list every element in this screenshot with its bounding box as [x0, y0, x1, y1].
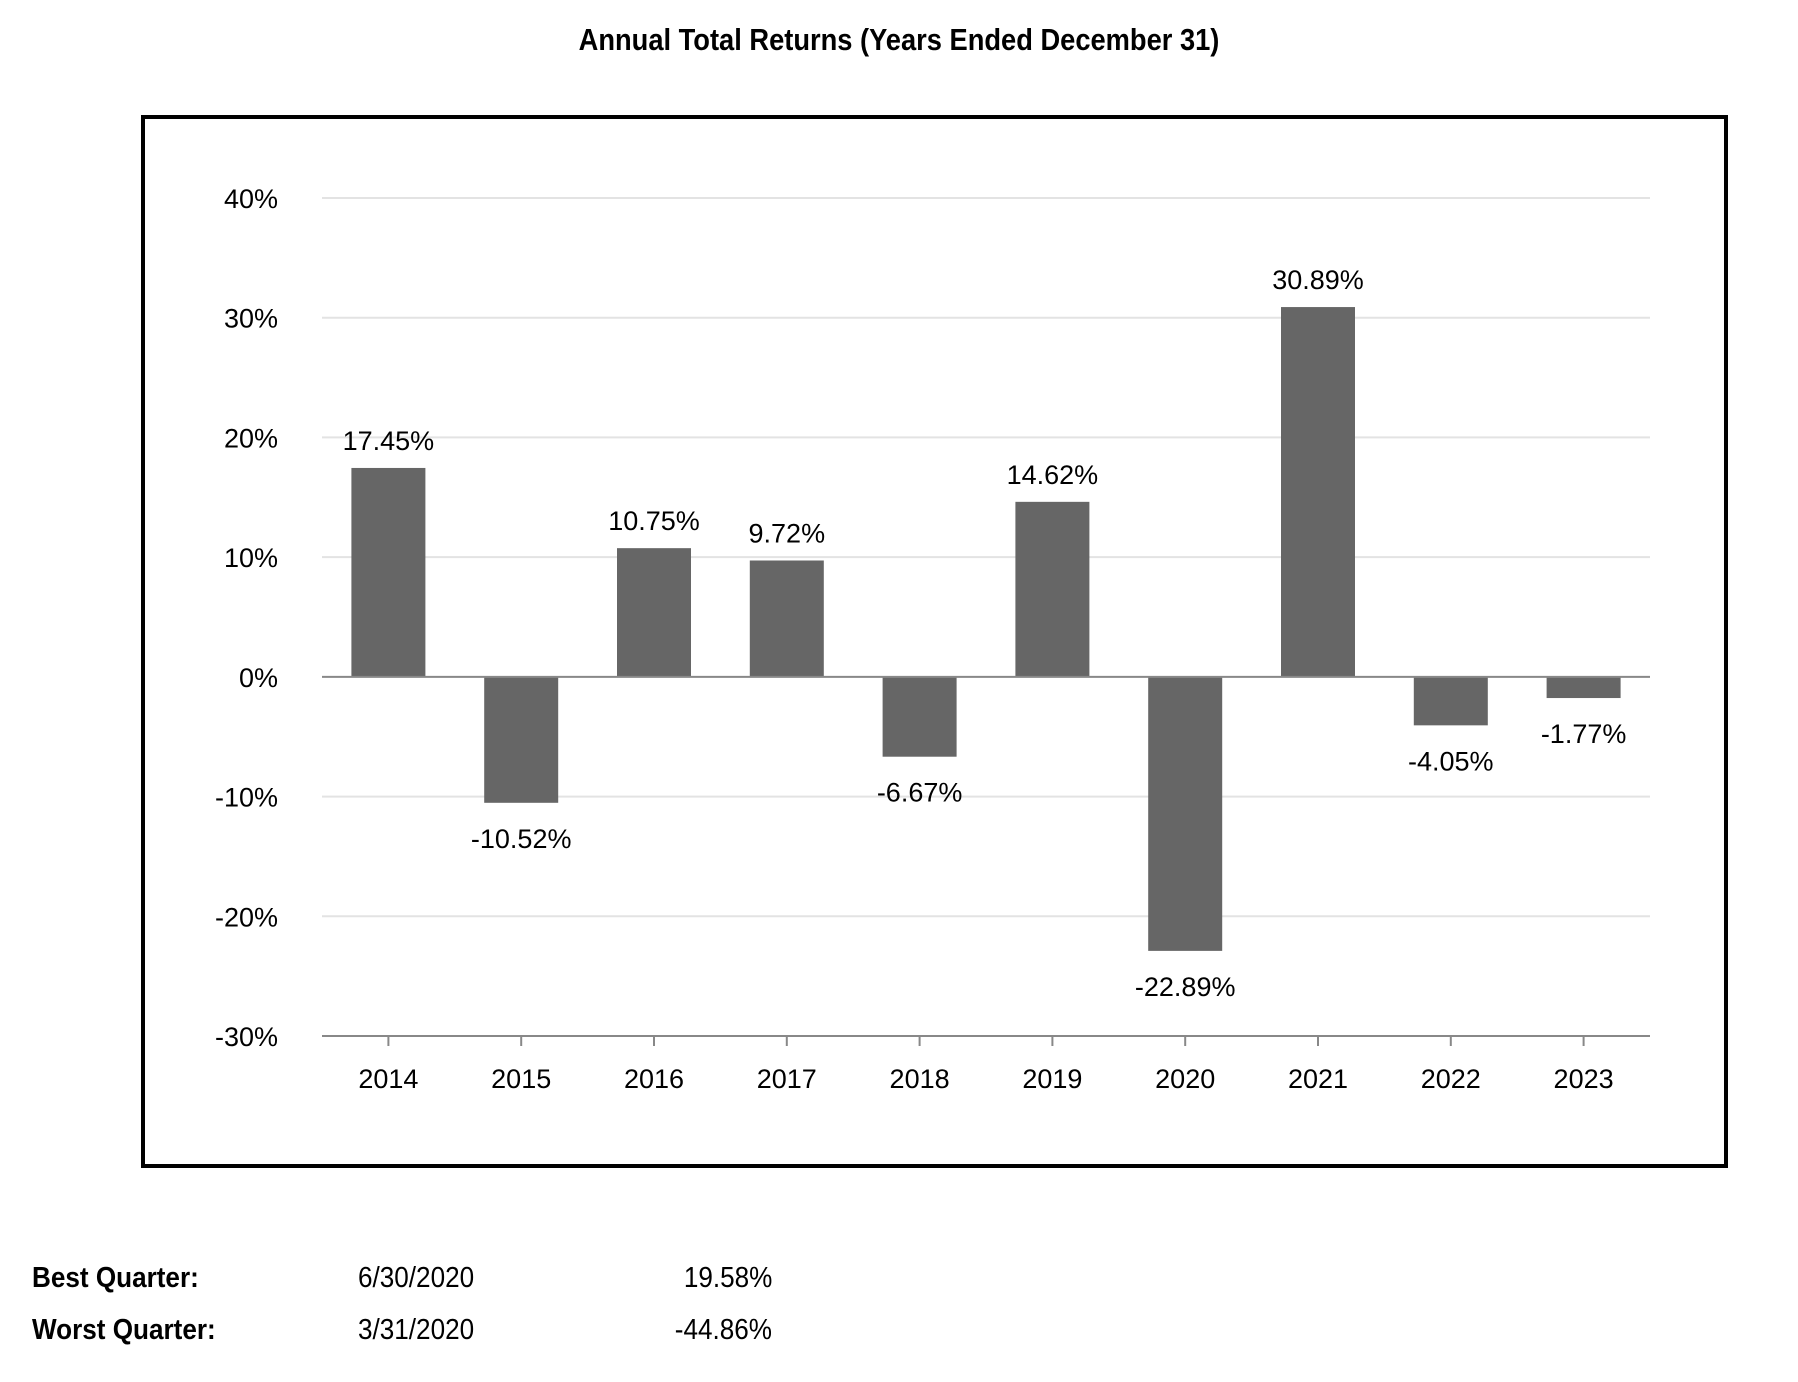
- bar: [882, 676, 957, 757]
- bar: [351, 467, 426, 677]
- y-tick-label: 30%: [224, 304, 278, 334]
- y-tick-label: -30%: [215, 1022, 278, 1052]
- bar: [749, 560, 824, 677]
- bar: [1281, 307, 1355, 677]
- data-label: -22.89%: [1135, 972, 1236, 1002]
- data-label: 10.75%: [608, 506, 700, 536]
- data-label: -4.05%: [1408, 746, 1494, 776]
- data-label: -1.77%: [1541, 719, 1627, 749]
- worst-quarter-label: Worst Quarter:: [32, 1314, 216, 1346]
- labels: 40% 30% 20% 10% 0% -10% -20% -30% 17.45% 2014 -10.…: [215, 184, 1626, 1094]
- data-label: 14.62%: [1007, 460, 1099, 490]
- best-quarter-value: 19.58%: [683, 1262, 772, 1294]
- data-label: -6.67%: [877, 778, 963, 808]
- x-tick-label: 2015: [491, 1064, 551, 1094]
- bar: [1015, 501, 1090, 677]
- y-tick-label: 20%: [224, 423, 278, 453]
- x-tick-label: 2014: [358, 1064, 418, 1094]
- y-tick-label: 10%: [224, 543, 278, 573]
- x-tick-label: 2020: [1155, 1064, 1215, 1094]
- data-label: 17.45%: [343, 426, 435, 456]
- y-tick-label: 40%: [224, 184, 278, 214]
- data-label: -10.52%: [471, 824, 572, 854]
- bar: [484, 676, 559, 803]
- bar: [1546, 676, 1621, 699]
- y-tick-label: 0%: [239, 663, 278, 693]
- bar: [617, 548, 691, 677]
- worst-quarter-value: -44.86%: [674, 1314, 772, 1346]
- data-label: 30.89%: [1272, 265, 1364, 295]
- x-tick-label: 2018: [890, 1064, 950, 1094]
- bar: [1148, 676, 1223, 951]
- best-quarter-date: 6/30/2020: [358, 1262, 475, 1294]
- chart-frame: [141, 115, 1728, 1168]
- x-tick-label: 2022: [1421, 1064, 1481, 1094]
- grid-lines: [322, 197, 1650, 918]
- chart-title: Annual Total Returns (Years Ended Decemb…: [578, 22, 1220, 57]
- best-quarter-label: Best Quarter:: [32, 1262, 199, 1294]
- worst-quarter-date: 3/31/2020: [358, 1314, 475, 1346]
- x-tick-label: 2017: [757, 1064, 817, 1094]
- axes: [322, 675, 1650, 1046]
- x-tick-label: 2021: [1288, 1064, 1348, 1094]
- y-tick-label: -20%: [215, 902, 278, 932]
- bar: [1413, 676, 1488, 726]
- data-label: 9.72%: [749, 518, 826, 548]
- y-tick-label: -10%: [215, 783, 278, 813]
- x-tick-label: 2016: [624, 1064, 684, 1094]
- x-tick-label: 2019: [1022, 1064, 1082, 1094]
- x-tick-label: 2023: [1554, 1064, 1614, 1094]
- bars: [351, 307, 1621, 951]
